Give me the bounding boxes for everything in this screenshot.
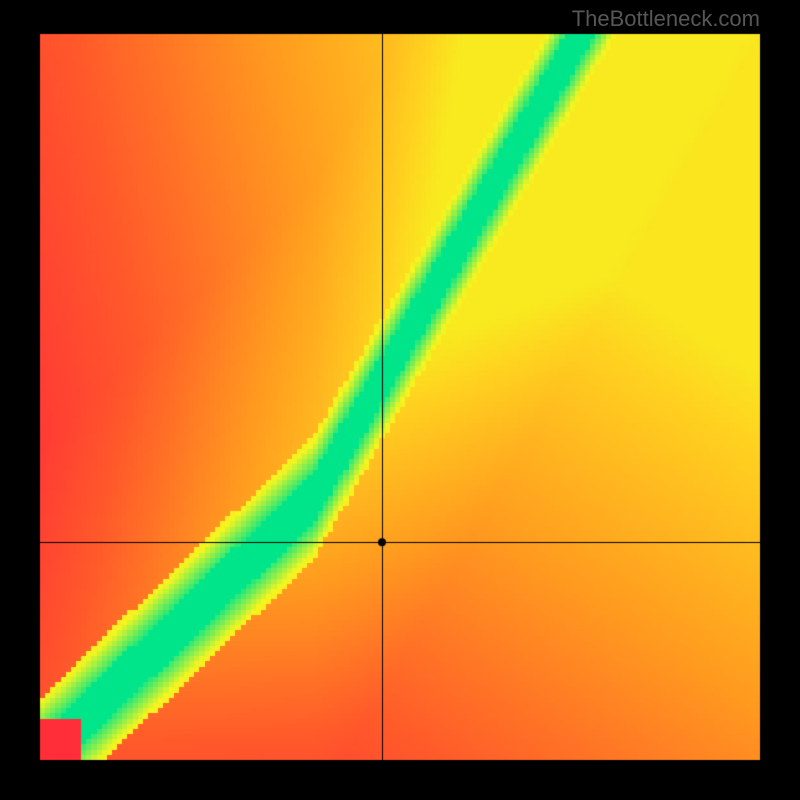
chart-container: TheBottleneck.com	[0, 0, 800, 800]
bottleneck-heatmap	[0, 0, 800, 800]
watermark-text: TheBottleneck.com	[572, 6, 760, 32]
